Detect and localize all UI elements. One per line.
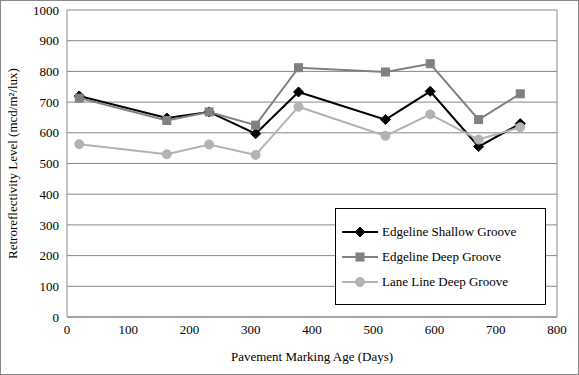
svg-text:600: 600 [425, 322, 445, 337]
svg-text:400: 400 [40, 187, 60, 202]
svg-text:800: 800 [40, 64, 60, 79]
svg-text:200: 200 [40, 248, 60, 263]
svg-text:100: 100 [119, 322, 139, 337]
svg-text:700: 700 [40, 95, 60, 110]
svg-text:Pavement Marking Age (Days): Pavement Marking Age (Days) [231, 349, 393, 364]
svg-text:Retroreflectivity Level (mcd/m: Retroreflectivity Level (mcd/m²/lux) [8, 68, 20, 259]
svg-text:500: 500 [364, 322, 384, 337]
html-text:Edgeline Deep Groove: Edgeline Deep Groove [382, 248, 502, 264]
svg-text:900: 900 [40, 33, 60, 48]
html-text:Edgeline Shallow Groove: Edgeline Shallow Groove [382, 223, 517, 239]
svg-text:200: 200 [180, 322, 200, 337]
svg-text:400: 400 [302, 322, 322, 337]
svg-text:1000: 1000 [33, 3, 59, 18]
svg-text:0: 0 [64, 322, 71, 337]
svg-text:500: 500 [40, 156, 60, 171]
svg-text:300: 300 [40, 218, 60, 233]
html-text:Lane Line Deep Groove: Lane Line Deep Groove [382, 273, 508, 289]
svg-text:300: 300 [241, 322, 261, 337]
svg-text:0: 0 [53, 310, 60, 325]
svg-text:800: 800 [547, 322, 567, 337]
svg-text:600: 600 [40, 125, 60, 140]
svg-text:700: 700 [486, 322, 506, 337]
svg-text:100: 100 [40, 279, 60, 294]
